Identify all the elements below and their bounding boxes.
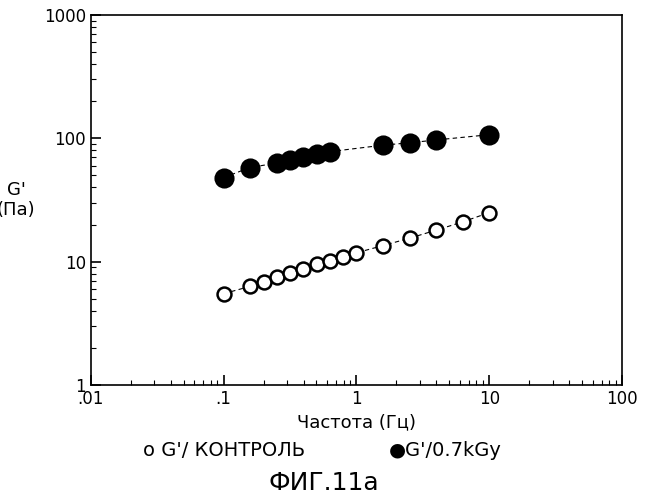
Y-axis label: G'
(Па): G' (Па) (0, 180, 35, 220)
Text: ●G'/0.7kGy: ●G'/0.7kGy (389, 440, 502, 460)
Text: o G'/ КОНТРОЛЬ: o G'/ КОНТРОЛЬ (143, 440, 305, 460)
Text: ФИГ.11а: ФИГ.11а (269, 470, 379, 494)
X-axis label: Частота (Гц): Частота (Гц) (297, 414, 416, 432)
